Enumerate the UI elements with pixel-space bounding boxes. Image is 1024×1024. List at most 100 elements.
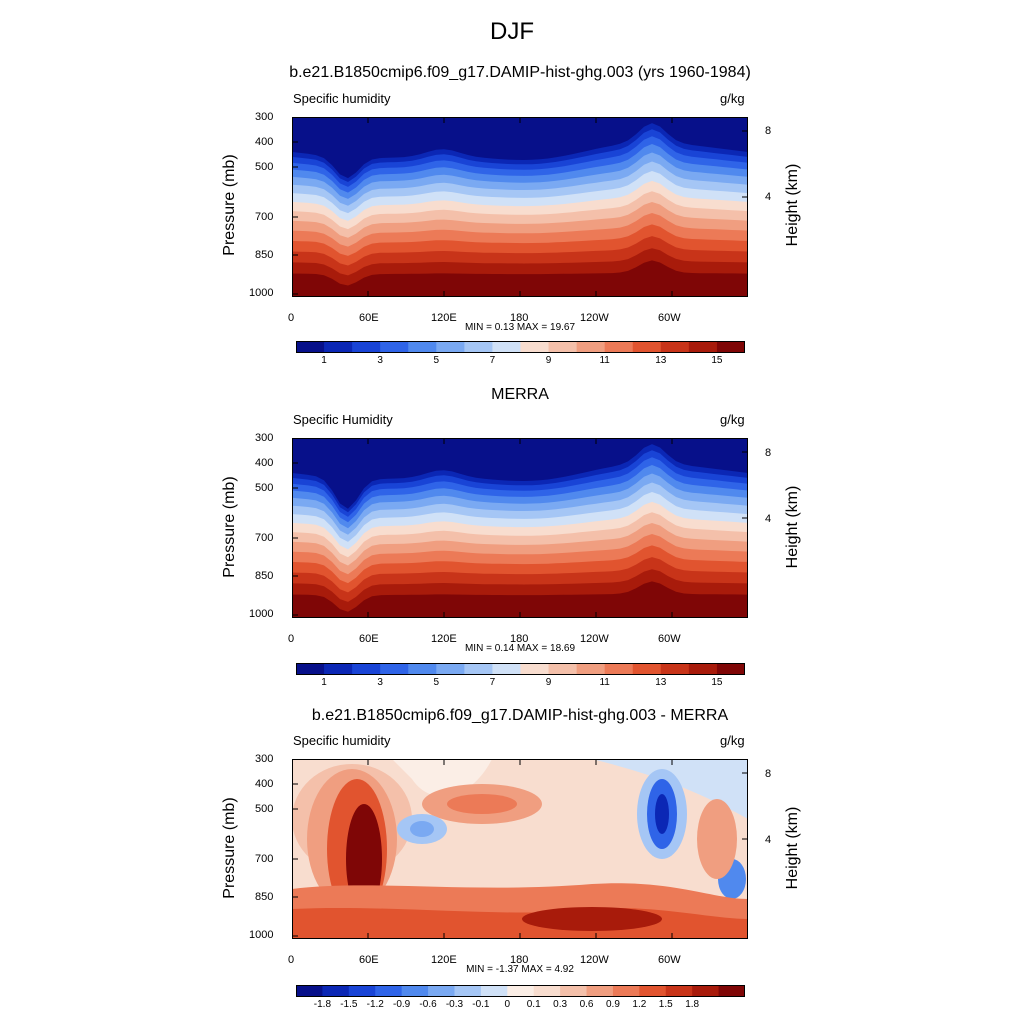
- colorbar-label: -0.3: [445, 999, 464, 1010]
- panel-3-colorbar: [296, 985, 745, 997]
- panel-3-xtick: 0: [288, 954, 295, 966]
- colorbar-label: 13: [655, 355, 667, 366]
- colorbar-label: 13: [655, 677, 667, 688]
- colorbar-label: 11: [599, 677, 610, 688]
- panel-2-ytick: 700: [255, 532, 274, 544]
- panel-2-height-axis-label: Height (km): [784, 485, 801, 569]
- colorbar-swatch: [507, 985, 535, 997]
- colorbar-frame: [296, 341, 745, 353]
- band-pos-far-east: [697, 799, 737, 879]
- colorbar-label: -1.5: [340, 999, 358, 1010]
- colorbar-swatch: [548, 663, 578, 675]
- panel-3-ytick: 850: [255, 891, 274, 903]
- panel-1-min-max: MIN = 0.13 MAX = 19.67: [464, 322, 576, 333]
- panel-2-ytick: 850: [255, 570, 274, 582]
- panel-3-height-tick: 4: [765, 834, 772, 846]
- colorbar-label: -0.9: [393, 999, 411, 1010]
- panel-2-colorbar: [296, 663, 745, 675]
- panel-3-height-tick: 8: [765, 768, 772, 780]
- panel-2-variable-label: Specific Humidity: [293, 412, 393, 427]
- colorbar-swatch: [480, 985, 508, 997]
- colorbar-swatch: [428, 985, 455, 997]
- band-small-pos: [292, 759, 492, 797]
- panel-2-ytick: 300: [255, 432, 274, 444]
- colorbar-swatch: [576, 663, 606, 675]
- colorbar-swatch: [639, 985, 667, 997]
- panel-2-xtick: 60E: [359, 633, 379, 645]
- colorbar-swatch: [296, 985, 323, 997]
- panel-1-unit-label: g/kg: [720, 91, 745, 106]
- colorbar-frame: [296, 663, 745, 675]
- colorbar-label: -1.8: [313, 999, 332, 1010]
- colorbar-swatch: [436, 341, 465, 353]
- band-neg-east-core: [655, 794, 669, 834]
- panel-2-unit-label: g/kg: [720, 412, 745, 427]
- colorbar-swatch: [380, 663, 409, 675]
- colorbar-swatch: [660, 663, 690, 675]
- panel-3-xtick: 60W: [658, 954, 681, 966]
- colorbar-swatch: [375, 985, 403, 997]
- band-neg-mid-core: [410, 821, 434, 837]
- panel-1-xtick: 0: [288, 312, 295, 324]
- panel-3-xtick: 120E: [431, 954, 457, 966]
- panel-1-ytick: 700: [255, 211, 274, 223]
- panel-1-height-axis-label: Height (km): [784, 163, 801, 247]
- colorbar-swatch: [688, 663, 718, 675]
- panel-2-title: MERRA: [491, 386, 549, 403]
- colorbar-swatch: [604, 663, 634, 675]
- colorbar-label: 0.3: [553, 999, 568, 1010]
- panel-1-xtick: 120W: [580, 312, 609, 324]
- panel-2-humidity-field: [292, 438, 748, 618]
- colorbar-swatch: [408, 341, 437, 353]
- colorbar-swatch: [665, 985, 693, 997]
- panel-3-difference-field: [292, 759, 748, 939]
- colorbar-swatch: [492, 663, 521, 675]
- band-level-16: [292, 581, 748, 618]
- colorbar-swatch: [520, 341, 550, 353]
- colorbar-swatch: [464, 341, 493, 353]
- colorbar-swatch: [533, 985, 561, 997]
- panel-1-ytick: 400: [255, 136, 274, 148]
- panel-1-humidity-field: [292, 117, 748, 297]
- colorbar-swatch: [716, 663, 745, 675]
- panel-2-ytick: 1000: [249, 608, 274, 620]
- panel-3-min-max: MIN = -1.37 MAX = 4.92: [466, 964, 574, 975]
- panel-3-xtick: 60E: [359, 954, 379, 966]
- panel-2-ytick: 400: [255, 457, 274, 469]
- band-small-neg: [592, 759, 748, 819]
- colorbar-swatch: [688, 341, 718, 353]
- colorbar-label: 5: [433, 355, 440, 366]
- panel-2-xtick: 60W: [658, 633, 681, 645]
- colorbar-swatch: [296, 663, 325, 675]
- colorbar-swatch: [324, 663, 353, 675]
- colorbar-swatch: [322, 985, 350, 997]
- band-lower-max: [522, 907, 662, 931]
- colorbar-swatch: [492, 341, 521, 353]
- colorbar-label: 1.5: [658, 999, 673, 1010]
- colorbar-label: 5: [433, 677, 440, 688]
- panel-1-ytick: 500: [255, 161, 274, 173]
- panel-3-ytick: 500: [255, 803, 274, 815]
- panel-1-variable-label: Specific humidity: [293, 91, 391, 106]
- panel-2-xtick: 0: [288, 633, 295, 645]
- colorbar-label: 3: [377, 355, 383, 366]
- colorbar-label: 1: [321, 677, 327, 688]
- colorbar-swatch: [348, 985, 376, 997]
- panel-3-pressure-axis-label: Pressure (mb): [221, 797, 238, 899]
- panel-2-xtick: 180: [510, 633, 529, 645]
- panel-1-height-tick: 4: [765, 191, 772, 203]
- panel-3-variable-label: Specific humidity: [293, 733, 391, 748]
- colorbar-swatch: [324, 341, 353, 353]
- panel-2-xtick: 120E: [431, 633, 457, 645]
- panel-1-pressure-axis-label: Pressure (mb): [221, 154, 238, 256]
- colorbar-swatch: [692, 985, 720, 997]
- panel-1-ytick: 300: [255, 111, 274, 123]
- panel-3-ytick: 1000: [249, 929, 274, 941]
- colorbar-label: 9: [545, 355, 552, 366]
- panel-2-height-tick: 8: [765, 447, 772, 459]
- colorbar-label: -1.2: [366, 999, 384, 1010]
- panel-3-ytick: 300: [255, 753, 274, 765]
- colorbar-swatch: [632, 341, 662, 353]
- colorbar-swatch: [612, 985, 640, 997]
- panel-1-title: b.e21.B1850cmip6.f09_g17.DAMIP-hist-ghg.…: [289, 64, 751, 81]
